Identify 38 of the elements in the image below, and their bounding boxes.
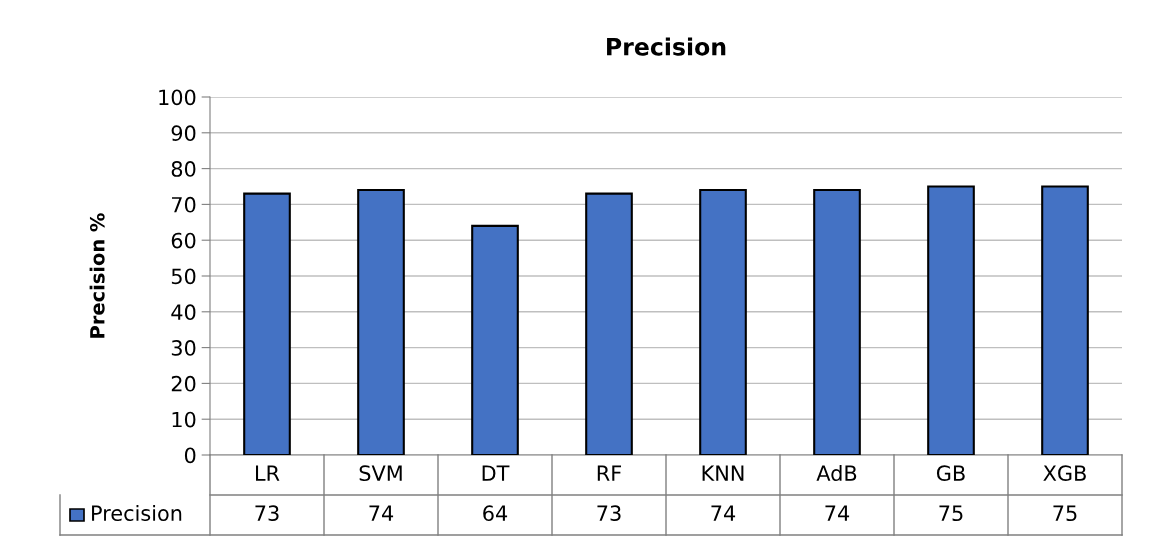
data-label: 73 [255, 505, 279, 522]
bar [813, 189, 861, 455]
x-tick-label: LR [256, 465, 280, 481]
x-tick-label: DT [482, 465, 510, 481]
x-tick-label: AdB [816, 464, 857, 482]
bar [699, 189, 747, 455]
y-tick-label: 80 [171, 161, 196, 177]
y-tick-label: 90 [171, 125, 196, 142]
bar [243, 192, 291, 455]
y-tick-label: 40 [171, 304, 196, 321]
y-tick-label: 20 [171, 375, 196, 392]
y-tick-label: 0 [184, 447, 196, 464]
y-tick-label: 50 [171, 268, 196, 285]
data-label: 64 [483, 505, 508, 522]
bar [927, 185, 975, 455]
data-label: 74 [711, 505, 736, 521]
y-tick-label: 30 [171, 340, 196, 356]
y-tick-label: 10 [172, 411, 196, 428]
bar [1041, 185, 1089, 455]
x-tick-label: RF [597, 465, 622, 481]
data-label: 75 [939, 505, 963, 522]
chart-title: Precision [607, 37, 726, 56]
bar [585, 192, 633, 455]
y-tick-label: 70 [172, 196, 196, 213]
y-axis-title: Precision % [89, 213, 105, 338]
y-tick-label: 60 [171, 232, 196, 249]
bar [471, 224, 519, 455]
data-label: 75 [1053, 505, 1077, 522]
bar [357, 189, 405, 455]
data-label: 74 [825, 505, 850, 521]
x-tick-label: GB [936, 465, 965, 482]
x-tick-label: XGB [1043, 465, 1086, 482]
x-tick-label: KNN [702, 465, 744, 481]
legend-label: Precision [92, 504, 182, 522]
y-tick-label: 100 [159, 89, 196, 106]
x-tick-label: SVM [359, 465, 402, 482]
data-label: 74 [369, 505, 394, 521]
data-label: 73 [597, 505, 621, 522]
